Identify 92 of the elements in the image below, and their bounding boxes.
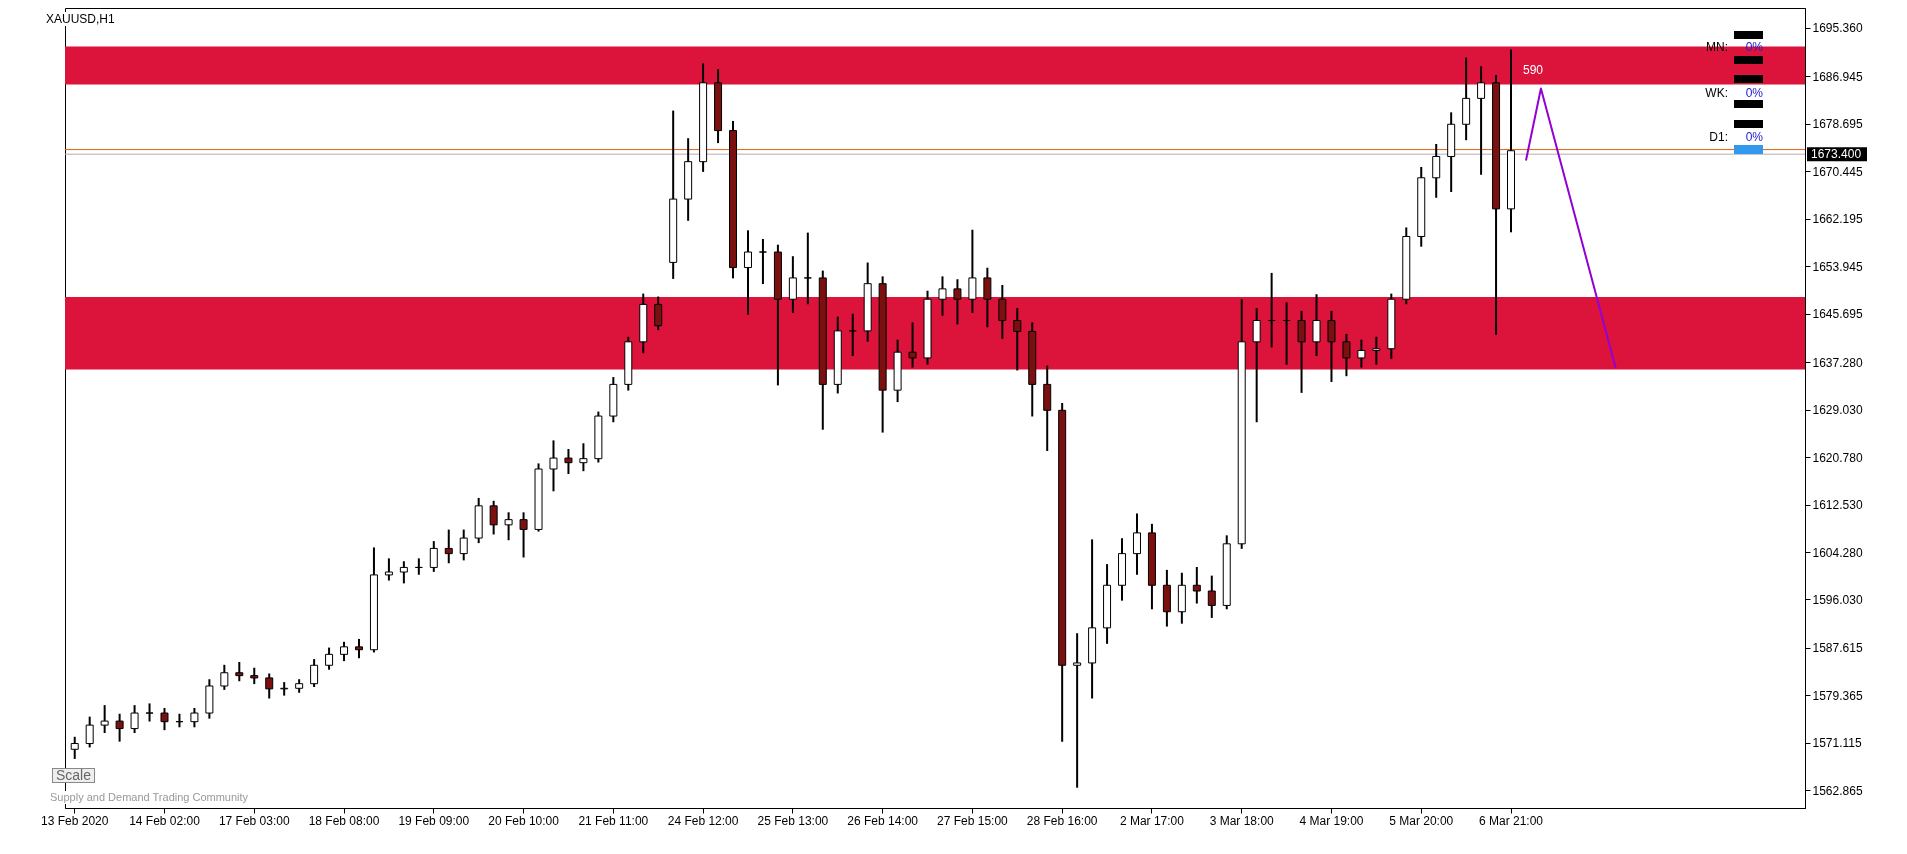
annotation: 0% bbox=[1745, 86, 1763, 100]
candlestick bbox=[459, 529, 468, 561]
y-tick-label: 1653.945 bbox=[1812, 259, 1863, 274]
x-tick-label: 6 Mar 21:00 bbox=[1478, 813, 1544, 828]
candlestick bbox=[504, 512, 513, 541]
candlestick bbox=[85, 716, 94, 748]
x-tick-label: 26 Feb 14:00 bbox=[847, 813, 919, 828]
candlestick bbox=[280, 682, 289, 696]
candlestick bbox=[579, 443, 588, 472]
x-tick-label: 18 Feb 08:00 bbox=[308, 813, 380, 828]
candlestick bbox=[1252, 308, 1261, 423]
y-tick-label: 1678.695 bbox=[1812, 117, 1863, 132]
x-tick-label: 2 Mar 17:00 bbox=[1119, 813, 1185, 828]
candlestick bbox=[265, 673, 274, 699]
x-tick-label: 19 Feb 09:00 bbox=[398, 813, 470, 828]
x-tick-label: 24 Feb 12:00 bbox=[667, 813, 739, 828]
candlestick bbox=[1073, 633, 1082, 788]
candlestick bbox=[399, 561, 408, 584]
candlestick bbox=[803, 232, 812, 305]
candlestick bbox=[444, 529, 453, 564]
candlestick bbox=[100, 705, 109, 734]
x-tick-label: 5 Mar 20:00 bbox=[1389, 813, 1454, 828]
candlestick bbox=[1357, 339, 1366, 368]
candlestick bbox=[1342, 333, 1351, 377]
y-tick-label: 1571.115 bbox=[1812, 736, 1862, 751]
candlestick bbox=[519, 512, 528, 558]
candlestick bbox=[220, 664, 229, 690]
candlestick bbox=[310, 659, 319, 687]
x-tick-label: 14 Feb 02:00 bbox=[129, 813, 201, 828]
annotation: WK: bbox=[1705, 86, 1728, 100]
candlestick bbox=[938, 276, 947, 316]
x-tick-label: 20 Feb 10:00 bbox=[488, 813, 560, 828]
candlestick bbox=[788, 256, 797, 313]
annotation: D1: bbox=[1709, 130, 1728, 144]
x-tick-label: 21 Feb 11:00 bbox=[578, 813, 649, 828]
y-tick-label: 1587.615 bbox=[1812, 641, 1863, 656]
candlestick bbox=[743, 230, 752, 315]
candlestick bbox=[489, 500, 498, 535]
y-tick-label: 1612.530 bbox=[1812, 498, 1863, 513]
x-tick-label: 27 Feb 15:00 bbox=[937, 813, 1009, 828]
annotation: 590 bbox=[1523, 63, 1544, 78]
x-tick-label: 3 Mar 18:00 bbox=[1209, 813, 1275, 828]
y-tick-label: 1645.695 bbox=[1812, 307, 1863, 322]
x-tick-label: 4 Mar 19:00 bbox=[1299, 813, 1364, 828]
annotation: Scale bbox=[52, 767, 96, 783]
candlestick bbox=[564, 449, 573, 475]
chart-title: XAUUSD,H1 bbox=[46, 12, 115, 26]
y-tick-label: 1670.445 bbox=[1812, 164, 1863, 179]
candlestick bbox=[1372, 336, 1381, 365]
candlestick bbox=[1477, 66, 1486, 175]
candlestick bbox=[115, 713, 124, 742]
candlestick bbox=[429, 541, 438, 572]
candlestick bbox=[384, 558, 393, 581]
candlestick bbox=[1132, 513, 1141, 575]
candlestick bbox=[130, 705, 139, 734]
candlestick bbox=[1312, 294, 1321, 357]
candlestick bbox=[758, 238, 767, 285]
y-tick-label: 1662.195 bbox=[1812, 212, 1863, 227]
x-tick-label: 28 Feb 16:00 bbox=[1026, 813, 1098, 828]
candlestick bbox=[983, 267, 992, 328]
y-tick-label: 1695.360 bbox=[1812, 21, 1863, 36]
candlestick bbox=[1432, 143, 1441, 198]
candlestick bbox=[145, 703, 154, 722]
y-tick-label: 1686.945 bbox=[1812, 69, 1863, 84]
y-tick-label: 1629.030 bbox=[1812, 403, 1863, 418]
candlestick bbox=[549, 440, 558, 492]
candlestick bbox=[1207, 575, 1216, 618]
y-tick-label: 1562.865 bbox=[1812, 783, 1863, 798]
candlestick bbox=[848, 313, 857, 357]
x-tick-label: 13 Feb 2020 bbox=[41, 813, 109, 828]
candlestick bbox=[654, 296, 663, 331]
candlestick bbox=[968, 229, 977, 313]
candlestick bbox=[1192, 567, 1201, 604]
candlestick bbox=[998, 284, 1007, 339]
y-tick-label: 1596.030 bbox=[1812, 592, 1863, 607]
x-tick-label: 17 Feb 03:00 bbox=[218, 813, 290, 828]
ref-line-label: 1673.400 bbox=[1811, 147, 1862, 162]
annotation: Supply and Demand Trading Community bbox=[50, 791, 249, 804]
y-tick-label: 1620.780 bbox=[1812, 450, 1863, 465]
candlestick bbox=[908, 322, 917, 368]
candlestick bbox=[1013, 308, 1022, 371]
candlestick bbox=[1327, 310, 1336, 382]
candlestick bbox=[953, 279, 962, 325]
y-tick-label: 1604.280 bbox=[1812, 545, 1863, 560]
candlestick bbox=[325, 647, 334, 670]
y-tick-label: 1579.365 bbox=[1812, 688, 1863, 703]
candlestick bbox=[1297, 310, 1306, 393]
annotation: 0% bbox=[1745, 130, 1763, 144]
candlestick bbox=[160, 708, 169, 731]
x-tick-label: 25 Feb 13:00 bbox=[757, 813, 829, 828]
y-tick-label: 1637.280 bbox=[1812, 355, 1863, 370]
candlestick bbox=[70, 736, 79, 759]
